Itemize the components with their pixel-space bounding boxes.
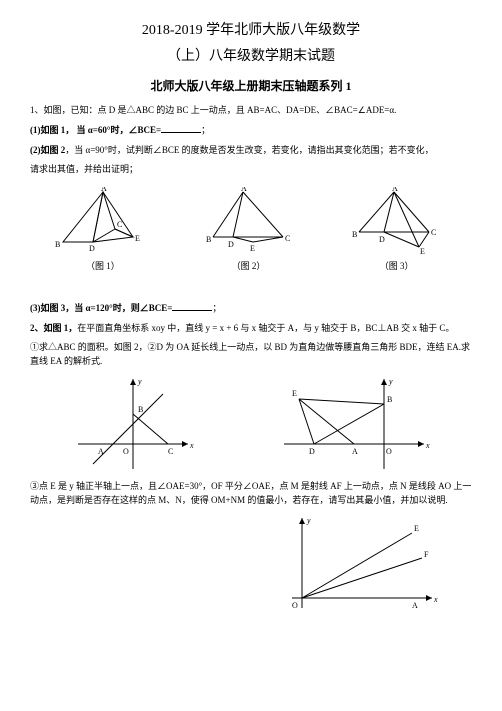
- figures-row-2: A O C B x y D A O B E x y: [30, 374, 472, 474]
- figure-2: A B D E C （图 2）: [198, 187, 298, 273]
- label-D-c2: D: [309, 447, 315, 456]
- title-sub: （上）八年级数学期末试题: [30, 46, 472, 68]
- title-series: 北师大版八年级上册期末压轴题系列 1: [30, 77, 472, 96]
- q1-p1-end: ；: [201, 125, 210, 135]
- label-C: C: [117, 220, 122, 229]
- title-main: 2018-2019 学年北师大版八年级数学: [30, 20, 472, 42]
- label-O-c2: O: [386, 447, 392, 456]
- label-A-c3: A: [412, 601, 418, 610]
- caption-2: （图 2）: [198, 259, 298, 273]
- q1-stem: 1、如图，已知：点 D 是△ABC 的边 BC 上一动点，且 AB=AC、DA=…: [30, 104, 472, 118]
- label-D2: D: [228, 240, 234, 249]
- fig3-svg: A B D C E: [344, 187, 449, 257]
- label-O-c1: O: [123, 447, 129, 456]
- label-D: D: [89, 244, 95, 253]
- label-y-c2: y: [388, 377, 393, 386]
- figure-bottom: O A E F x y: [30, 513, 472, 613]
- label-x-c2: x: [425, 441, 430, 450]
- label-E2: E: [250, 244, 255, 253]
- q1-p2-rest: 当 α=90°时，试判断∠BCE 的度数是否发生改变，若变化，请指出其变化范围；…: [74, 145, 433, 155]
- fig1-svg: A B D C E: [53, 187, 153, 257]
- q1-part2b: 请求出其值，并给出证明；: [30, 163, 472, 177]
- q1-part3: (3)如图 3，当 α=120°时，则∠BCE= ；: [30, 301, 472, 316]
- label-E-c3: E: [414, 524, 419, 533]
- label-O-c3: O: [292, 601, 298, 610]
- label-A-c1: A: [98, 447, 104, 456]
- q1-part2: (2)如图 2，当 α=90°时，试判断∠BCE 的度数是否发生改变，若变化，请…: [30, 144, 472, 158]
- label-B2: B: [206, 235, 211, 244]
- q1-p3-text: (3)如图 3，当 α=120°时，则∠BCE=: [30, 303, 172, 313]
- figure-1: A B D C E （图 1）: [53, 187, 153, 273]
- figures-row-1: A B D C E （图 1） A B D E C （图 2）: [30, 187, 472, 273]
- label-x-c1: x: [189, 441, 194, 450]
- label-C2: C: [285, 234, 290, 243]
- label-y-c1: y: [137, 377, 142, 386]
- label-E3: E: [420, 247, 425, 256]
- caption-3: （图 3）: [344, 259, 449, 273]
- blank-1: [161, 123, 201, 133]
- blank-2: [172, 301, 212, 311]
- label-A: A: [101, 187, 107, 193]
- figure-3: A B D C E （图 3）: [344, 187, 449, 273]
- q1-p1-text: (1)如图 1， 当 α=60°时，∠BCE=: [30, 125, 161, 135]
- q1-part1: (1)如图 1， 当 α=60°时，∠BCE= ；: [30, 123, 472, 138]
- label-E: E: [135, 234, 140, 243]
- q2-p1: ①求△ABC 的面积。如图 2，②D 为 OA 延长线上一动点，以 BD 为直角…: [30, 341, 472, 368]
- caption-1: （图 1）: [53, 259, 153, 273]
- label-y-c3: y: [306, 516, 311, 525]
- label-C3: C: [431, 228, 436, 237]
- label-B: B: [55, 240, 60, 249]
- coord-fig-3: O A E F x y: [282, 513, 442, 613]
- coord-fig-1: A O C B x y: [68, 374, 198, 474]
- q2-stem-text: 在平面直角坐标系 xoy 中，直线 y = x + 6 与 x 轴交于 A，与 …: [77, 323, 454, 333]
- q1-p2-label: (2)如图 2: [30, 145, 65, 155]
- label-x-c3: x: [433, 595, 438, 604]
- q2-stem: 2、如图 1，在平面直角坐标系 xoy 中，直线 y = x + 6 与 x 轴…: [30, 322, 472, 336]
- q2-label: 2、如图 1，: [30, 323, 77, 333]
- fig2-svg: A B D E C: [198, 187, 298, 257]
- q1-p3-end: ；: [212, 303, 221, 313]
- label-B-c1: B: [138, 405, 143, 414]
- label-C-c1: C: [168, 447, 173, 456]
- q2-p3: ③点 E 是 y 轴正半轴上一点，且∠OAE=30°，OF 平分∠OAE，点 M…: [30, 480, 472, 507]
- label-A3: A: [392, 187, 398, 193]
- coord-fig-2: D A O B E x y: [274, 374, 434, 474]
- label-E-c2: E: [292, 389, 297, 398]
- label-B3: B: [352, 230, 357, 239]
- label-B-c2: B: [387, 395, 392, 404]
- label-A-c2: A: [352, 447, 358, 456]
- label-D3: D: [379, 235, 385, 244]
- label-F-c3: F: [424, 550, 429, 559]
- label-A2: A: [241, 187, 247, 193]
